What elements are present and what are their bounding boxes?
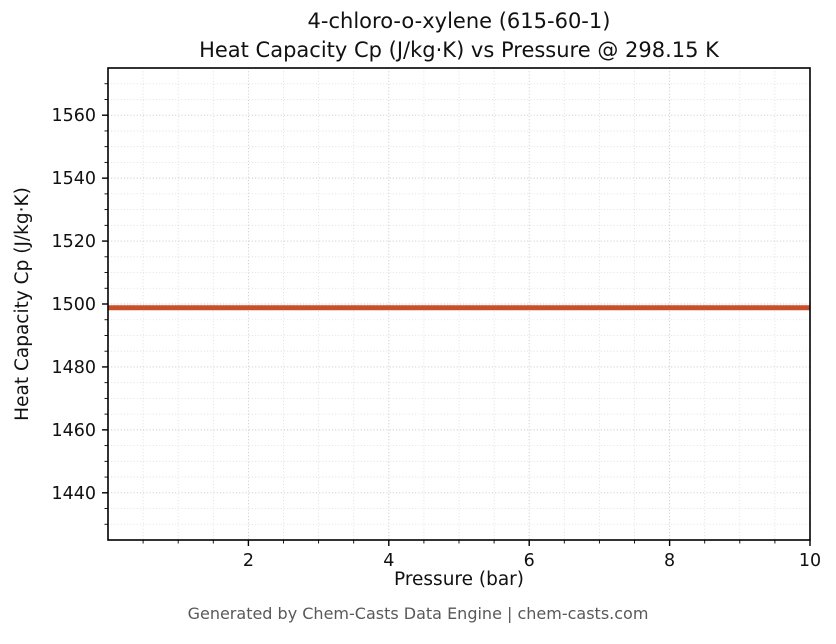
chart-title-line2: Heat Capacity Cp (J/kg·K) vs Pressure @ …	[199, 38, 719, 62]
footer-credit: Generated by Chem-Casts Data Engine | ch…	[187, 604, 649, 623]
x-tick-label: 4	[383, 551, 394, 571]
y-tick-label: 1480	[51, 358, 96, 378]
x-tick-label: 6	[524, 551, 535, 571]
x-tick-label: 2	[243, 551, 254, 571]
y-axis-label: Heat Capacity Cp (J/kg·K)	[12, 187, 33, 421]
chart-title: 4-chloro-o-xylene (615-60-1) Heat Capaci…	[108, 7, 810, 65]
y-tick-label: 1540	[51, 169, 96, 189]
y-tick-label: 1500	[51, 295, 96, 315]
x-tick-label: 8	[664, 551, 675, 571]
tick-labels: 2 4 6 8 10 1440 1460 1480 1500 1520 1540 1560	[51, 106, 821, 571]
y-tick-label: 1440	[51, 484, 96, 504]
x-axis-label: Pressure (bar)	[394, 569, 524, 590]
plot-background	[108, 68, 810, 540]
axis-ticks	[102, 114, 811, 546]
x-tick-label: 10	[799, 551, 821, 571]
chart-title-line1: 4-chloro-o-xylene (615-60-1)	[307, 9, 611, 33]
minor-ticks	[104, 83, 776, 544]
y-tick-label: 1520	[51, 232, 96, 252]
y-tick-label: 1560	[51, 106, 96, 126]
y-tick-label: 1460	[51, 421, 96, 441]
